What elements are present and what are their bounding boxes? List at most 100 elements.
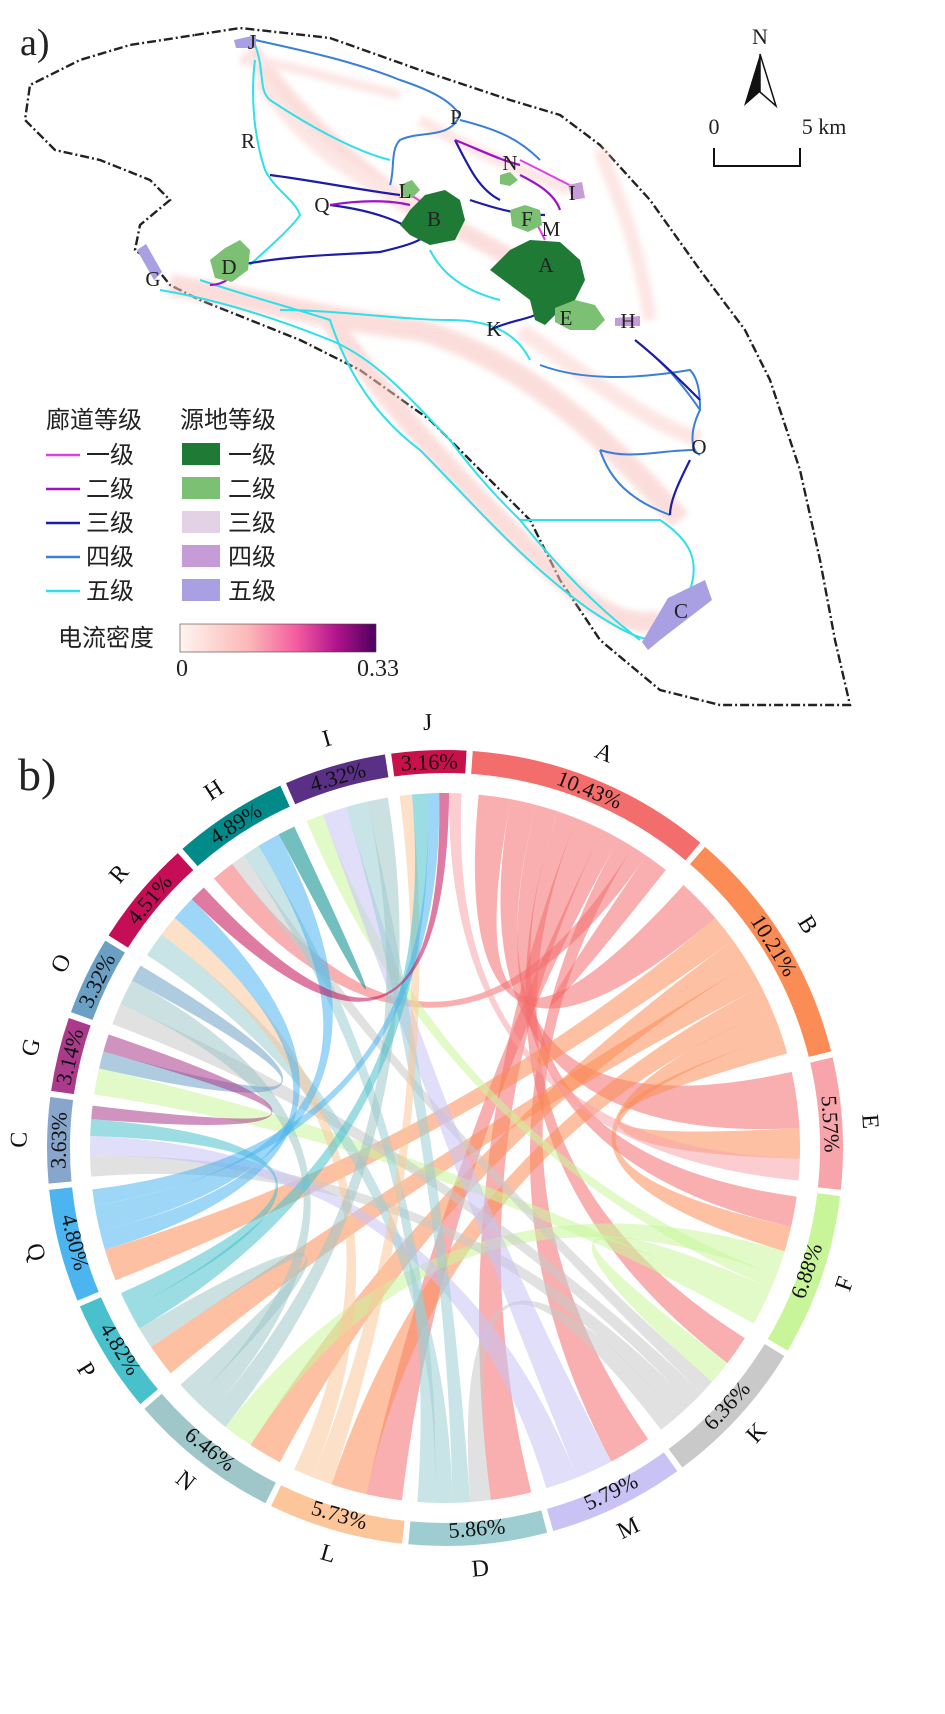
chord-link: [331, 986, 773, 1495]
chord-link: [99, 899, 300, 1250]
panel-a: a): [20, 22, 852, 707]
source-H: [615, 316, 640, 326]
chord-link: [112, 1004, 702, 1404]
chord-percent-A: 10.43%: [553, 765, 625, 814]
chord-link: [104, 917, 733, 1281]
source-legend-label: 二级: [228, 475, 276, 503]
source-E: [555, 300, 605, 330]
chord-sector-E: [810, 1057, 843, 1190]
north-arrow: N: [744, 24, 778, 109]
chord-link: [90, 1119, 279, 1310]
chord-links: [90, 793, 800, 1503]
chord-name-L: L: [318, 1540, 339, 1569]
chord-percent-O: 3.32%: [73, 949, 120, 1011]
chord-sector-J: [391, 750, 467, 777]
chord-name-C: C: [6, 1131, 32, 1148]
site-label-L: L: [399, 179, 412, 203]
site-label-O: O: [691, 435, 706, 459]
chord-link: [90, 1136, 577, 1489]
chord-sector-Q: [49, 1187, 99, 1301]
chord-name-I: I: [319, 726, 334, 753]
source-B: [400, 190, 465, 245]
chord-link: [611, 1010, 792, 1252]
site-label-I: I: [569, 181, 576, 205]
chord-link: [209, 797, 400, 1427]
chord-sector-L: [271, 1485, 405, 1544]
chord-link: [94, 1068, 762, 1324]
current-density-field: [168, 44, 703, 632]
chord-link: [191, 793, 450, 1002]
chord-link: [617, 1034, 800, 1159]
source-D: [210, 240, 250, 282]
scale-start: 0: [709, 114, 720, 139]
source-G: [137, 244, 162, 280]
chord-name-Q: Q: [21, 1241, 50, 1264]
chord-sector-N: [144, 1393, 276, 1504]
source-L: [400, 180, 420, 198]
chord-name-E: E: [856, 1113, 883, 1129]
chord-name-F: F: [831, 1273, 860, 1294]
source-legend-label: 五级: [228, 577, 276, 605]
chord-sector-B: [690, 846, 832, 1057]
chord-link: [474, 794, 716, 1009]
site-label-J: J: [248, 30, 256, 54]
scale-end: 5 km: [802, 114, 847, 139]
chord-percent-G: 3.14%: [51, 1026, 89, 1087]
corridor-legend-label: 五级: [86, 577, 134, 605]
site-label-F: F: [521, 207, 533, 231]
site-label-H: H: [620, 309, 635, 333]
corridor-legend-label: 三级: [86, 509, 134, 537]
chord-percent-D: 5.86%: [448, 1513, 507, 1543]
scale-bar: 0 5 km: [709, 114, 847, 167]
chord-name-O: O: [46, 950, 77, 977]
site-label-Q: Q: [314, 193, 329, 217]
source-legend: 一级 二级 三级 四级 五级: [182, 441, 276, 605]
source-legend-label: 一级: [228, 441, 276, 469]
chord-link: [278, 826, 366, 990]
source-C: [642, 580, 712, 650]
panel-a-label: a): [20, 22, 50, 64]
site-label-C: C: [674, 599, 688, 623]
chord-link: [517, 804, 797, 1228]
chord-sector-D: [408, 1510, 548, 1546]
chord-name-B: B: [792, 911, 823, 938]
site-label-R: R: [241, 129, 255, 153]
corridor-legend-label: 一级: [86, 441, 134, 469]
chord-name-A: A: [591, 738, 617, 769]
chord-link: [312, 794, 420, 1485]
chord-name-K: K: [741, 1417, 772, 1448]
chord-link: [151, 964, 762, 1374]
source-N: [500, 172, 518, 186]
chord-sector-R: [108, 853, 194, 948]
chord-sector-G: [51, 1017, 91, 1095]
chord-name-G: G: [17, 1036, 46, 1059]
chord-sector-A: [471, 750, 701, 861]
chord-sector-M: [546, 1452, 678, 1532]
chord-name-R: R: [104, 860, 134, 889]
chord-name-H: H: [200, 775, 229, 806]
chord-percent-E: 5.57%: [816, 1095, 844, 1153]
source-A: [490, 240, 585, 325]
source-J: [234, 35, 256, 48]
chord-sector-H: [182, 785, 290, 867]
chord-name-J: J: [422, 710, 432, 736]
chord-link: [346, 801, 471, 1503]
corridor-legend: 一级 二级 三级 四级 五级: [46, 441, 134, 605]
site-label-A: A: [538, 253, 554, 277]
chord-link: [591, 1235, 772, 1382]
source-legend-label: 四级: [228, 543, 276, 571]
chord-name-D: D: [471, 1555, 490, 1582]
chord-link: [139, 1253, 308, 1400]
chord-link: [250, 940, 749, 1463]
source-legend-label: 三级: [228, 509, 276, 537]
chord-link: [478, 818, 603, 1501]
current-legend-title: 电流密度: [58, 624, 154, 652]
site-labels: J P R N L I Q B F M D A G E H K O C: [145, 30, 706, 623]
chord-name-M: M: [613, 1512, 644, 1545]
corridor-legend-label: 二级: [86, 475, 134, 503]
chord-percent-I: 4.32%: [307, 757, 369, 797]
chord-percent-C: 3.63%: [46, 1112, 72, 1169]
chord-name-P: P: [71, 1358, 100, 1383]
chord-name-N: N: [170, 1466, 200, 1497]
